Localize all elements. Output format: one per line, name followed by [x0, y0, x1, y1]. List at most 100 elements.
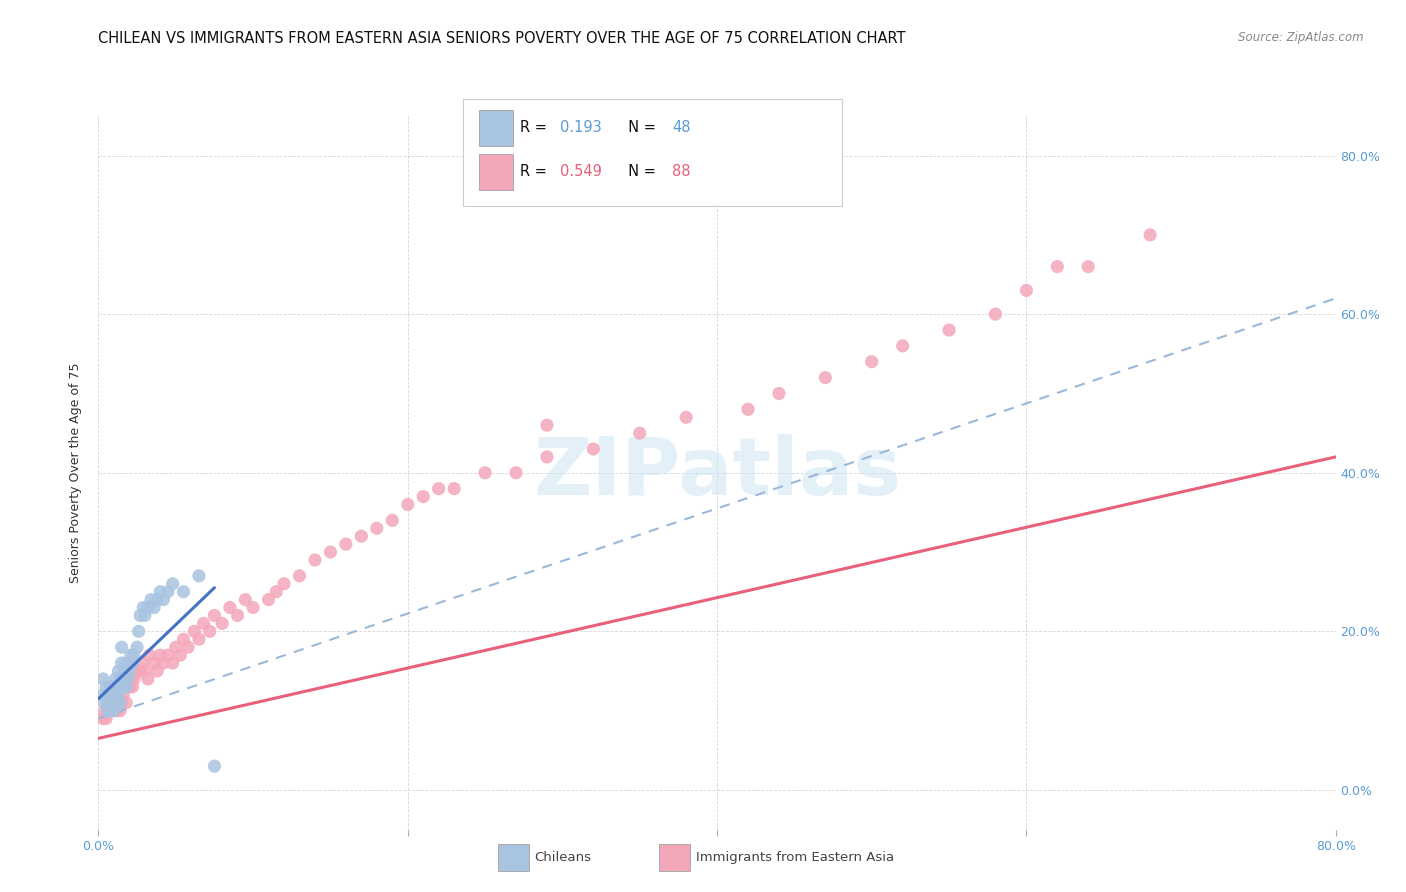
Point	[121, 680, 143, 694]
Point	[226, 608, 249, 623]
Point	[120, 672, 142, 686]
Point	[98, 704, 121, 718]
Point	[143, 600, 166, 615]
Point	[107, 696, 129, 710]
Point	[152, 656, 174, 670]
Point	[536, 450, 558, 464]
Point	[505, 466, 527, 480]
Point	[127, 664, 149, 678]
Legend: R =  0.193   N = 48, R =  0.549   N = 88: R = 0.193 N = 48, R = 0.549 N = 88	[536, 123, 725, 178]
Point	[98, 704, 121, 718]
Point	[108, 672, 131, 686]
Point	[138, 648, 160, 662]
Point	[188, 569, 211, 583]
Point	[120, 648, 142, 662]
Text: Immigrants from Eastern Asia: Immigrants from Eastern Asia	[696, 851, 894, 863]
Point	[235, 592, 257, 607]
Text: ZIPatlas: ZIPatlas	[533, 434, 901, 512]
Point	[984, 307, 1007, 321]
Point	[117, 672, 139, 686]
Point	[115, 680, 138, 694]
Point	[860, 355, 883, 369]
Point	[165, 640, 187, 655]
Point	[101, 680, 124, 694]
Point	[114, 680, 136, 694]
Point	[96, 680, 118, 694]
Point	[98, 688, 121, 702]
Point	[127, 640, 149, 655]
Point	[412, 490, 434, 504]
Point	[100, 704, 122, 718]
Point	[149, 584, 172, 599]
Point	[219, 600, 242, 615]
Text: N =: N =	[619, 120, 661, 136]
Point	[93, 696, 115, 710]
Point	[128, 624, 150, 639]
Point	[122, 648, 145, 662]
Point	[108, 704, 131, 718]
Point	[118, 664, 141, 678]
Point	[273, 576, 295, 591]
Point	[115, 672, 138, 686]
Point	[211, 616, 233, 631]
Point	[938, 323, 960, 337]
Point	[111, 680, 134, 694]
Point	[675, 410, 697, 425]
Text: R =: R =	[520, 164, 551, 179]
Point	[162, 656, 184, 670]
Point	[188, 632, 211, 647]
Point	[105, 680, 128, 694]
Point	[121, 656, 143, 670]
Point	[242, 600, 264, 615]
Point	[152, 592, 174, 607]
Point	[114, 664, 136, 678]
Point	[103, 680, 125, 694]
Text: 88: 88	[672, 164, 690, 179]
Text: Chileans: Chileans	[534, 851, 592, 863]
Point	[100, 696, 122, 710]
Point	[134, 608, 156, 623]
Point	[350, 529, 373, 543]
Point	[139, 592, 162, 607]
Point	[198, 624, 221, 639]
Point	[122, 672, 145, 686]
Point	[146, 592, 169, 607]
Point	[1046, 260, 1069, 274]
Point	[91, 712, 114, 726]
Text: R =: R =	[520, 120, 551, 136]
Point	[173, 632, 195, 647]
Point	[107, 664, 129, 678]
Point	[91, 688, 114, 702]
Point	[132, 600, 155, 615]
Point	[304, 553, 326, 567]
Point	[1139, 227, 1161, 242]
Point	[169, 648, 191, 662]
Point	[474, 466, 496, 480]
Point	[288, 569, 311, 583]
Point	[118, 680, 141, 694]
Point	[149, 648, 172, 662]
Point	[157, 584, 180, 599]
Point	[335, 537, 357, 551]
Point	[536, 418, 558, 433]
Point	[101, 696, 124, 710]
Point	[381, 513, 404, 527]
Point	[91, 672, 114, 686]
Point	[266, 584, 288, 599]
Point	[157, 648, 180, 662]
Point	[136, 600, 159, 615]
Point	[173, 584, 195, 599]
Point	[97, 704, 120, 718]
Point	[628, 426, 651, 441]
Point	[131, 656, 153, 670]
Point	[111, 640, 134, 655]
Point	[112, 672, 135, 686]
Point	[93, 704, 115, 718]
Point	[115, 696, 138, 710]
Point	[204, 608, 226, 623]
Point	[183, 624, 205, 639]
Point	[112, 672, 135, 686]
Point	[121, 664, 143, 678]
Point	[104, 696, 127, 710]
Point	[103, 704, 125, 718]
